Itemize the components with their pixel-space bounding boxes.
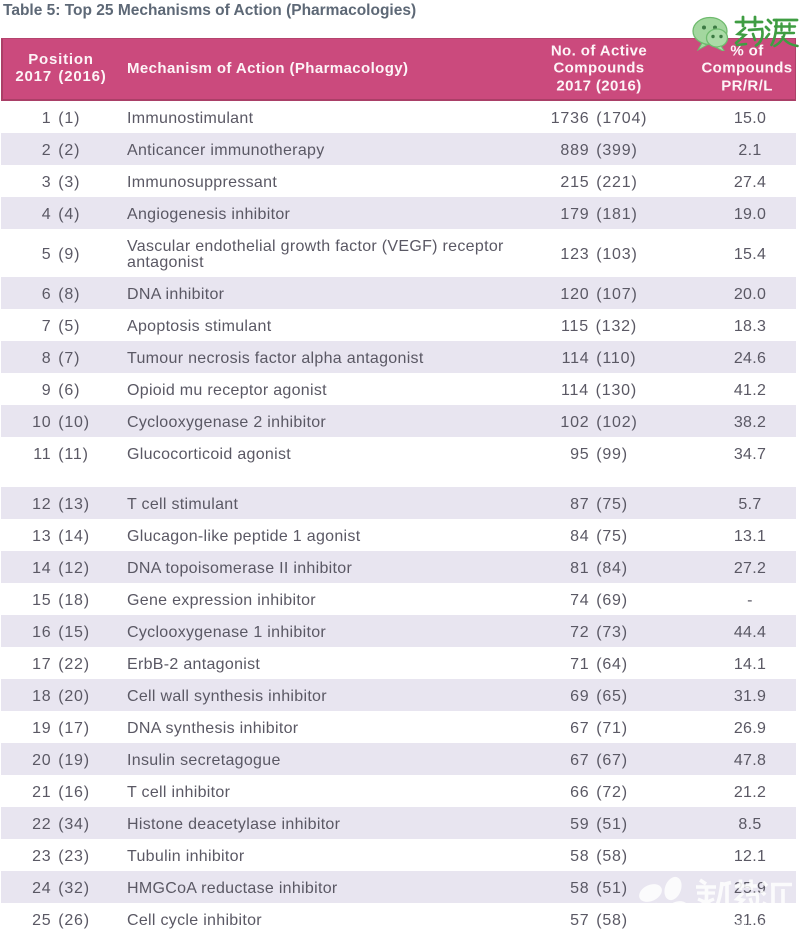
svg-text:xinYaoHui.com: xinYaoHui.com	[697, 920, 783, 931]
